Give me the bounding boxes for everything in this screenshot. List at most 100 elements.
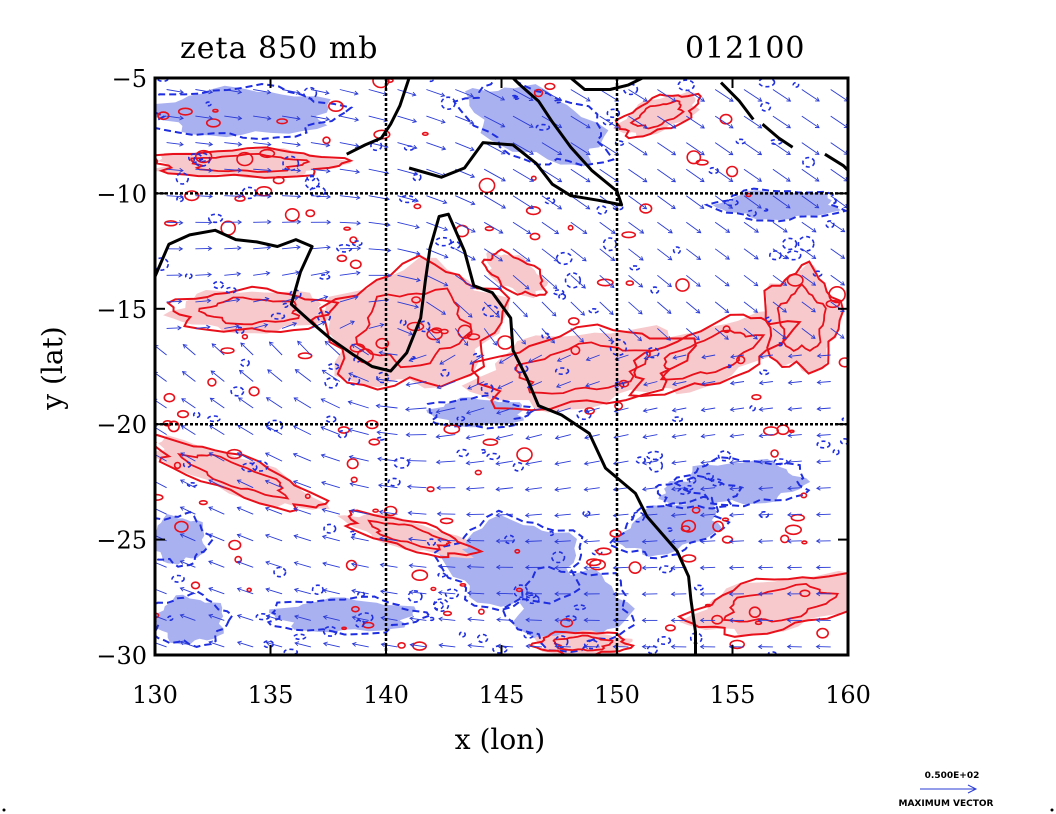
wind-vector-head bbox=[642, 204, 648, 210]
wind-vector bbox=[293, 453, 312, 462]
wind-vector-head bbox=[208, 452, 214, 457]
wind-vector bbox=[377, 458, 398, 462]
wind-vector-head bbox=[642, 460, 647, 466]
wind-vector-head bbox=[525, 643, 531, 649]
wind-vector-head bbox=[264, 452, 270, 457]
wind-vector-head bbox=[292, 425, 298, 430]
small-negative-contour bbox=[609, 338, 628, 357]
small-negative-contour bbox=[387, 477, 401, 487]
wind-vector-head bbox=[670, 591, 676, 597]
wind-vector-head bbox=[815, 591, 821, 597]
wind-vector-head bbox=[695, 309, 701, 314]
wind-vector bbox=[436, 460, 456, 463]
wind-vector bbox=[439, 644, 456, 648]
small-positive-contour bbox=[272, 176, 285, 185]
positive-contour bbox=[155, 146, 354, 179]
wind-vector bbox=[730, 407, 745, 411]
wind-vector bbox=[180, 479, 196, 489]
small-negative-contour bbox=[688, 476, 697, 484]
positive-contour-inner bbox=[355, 287, 473, 369]
negative-contour bbox=[426, 394, 537, 430]
wind-vector-head bbox=[557, 177, 563, 183]
small-negative-contour bbox=[769, 138, 783, 145]
small-negative-contour bbox=[306, 174, 316, 182]
wind-vector bbox=[700, 513, 716, 516]
wind-vector bbox=[281, 297, 299, 303]
wind-vector bbox=[323, 616, 340, 621]
wind-vector bbox=[714, 221, 730, 233]
wind-vector-head bbox=[238, 369, 244, 375]
small-negative-contour bbox=[444, 588, 460, 600]
small-positive-contour bbox=[544, 82, 556, 91]
positive-contour-inner bbox=[367, 519, 452, 551]
small-negative-contour bbox=[725, 364, 732, 369]
wind-vector bbox=[671, 513, 687, 516]
wind-vector-head bbox=[699, 204, 705, 209]
wind-vector bbox=[397, 115, 417, 123]
wind-vector bbox=[183, 344, 196, 356]
small-negative-contour bbox=[239, 358, 250, 368]
wind-vector bbox=[237, 507, 254, 515]
wind-vector bbox=[701, 407, 716, 411]
wind-vector-head bbox=[435, 338, 441, 344]
wind-vector-head bbox=[408, 589, 414, 595]
wind-vector-head bbox=[699, 591, 705, 597]
wind-vector-head bbox=[209, 397, 215, 403]
small-negative-contour bbox=[785, 250, 802, 261]
y-tick-label: −10 bbox=[96, 180, 147, 208]
wind-vector-head bbox=[236, 560, 242, 565]
wind-vector bbox=[397, 301, 419, 308]
plot-timestamp: 012100 bbox=[685, 31, 806, 66]
wind-vector bbox=[541, 328, 555, 344]
wind-vector-head bbox=[670, 644, 676, 650]
wind-vector bbox=[657, 221, 673, 234]
wind-vector bbox=[166, 89, 184, 93]
wind-vector bbox=[512, 328, 526, 345]
wind-vector bbox=[657, 168, 676, 183]
wind-vector bbox=[614, 434, 629, 439]
wind-vector bbox=[195, 273, 212, 276]
small-positive-contour bbox=[482, 438, 499, 447]
wind-vector bbox=[155, 588, 167, 595]
wind-vector bbox=[282, 168, 301, 172]
wind-vector bbox=[466, 434, 485, 439]
wind-vector bbox=[817, 407, 831, 410]
wind-vector-head bbox=[583, 460, 589, 466]
small-positive-contour bbox=[722, 325, 731, 334]
wind-vector-head bbox=[209, 425, 214, 430]
negative-vorticity-fills bbox=[155, 84, 841, 650]
positive-contour bbox=[627, 313, 802, 398]
wind-vector bbox=[628, 115, 648, 129]
small-positive-contour bbox=[735, 355, 746, 365]
wind-vector-head bbox=[237, 141, 243, 147]
wind-vector-head bbox=[641, 617, 647, 623]
wind-vector-head bbox=[700, 380, 706, 386]
wind-vector-head bbox=[268, 341, 274, 347]
wind-vector-head bbox=[816, 432, 821, 438]
wind-vector-head bbox=[550, 338, 555, 344]
wind-vector-head bbox=[377, 483, 383, 488]
wind-vector bbox=[772, 195, 791, 209]
wind-vector-head bbox=[700, 460, 705, 465]
wind-vector-head bbox=[294, 369, 300, 374]
wind-vector-head bbox=[495, 435, 501, 441]
wind-vector-head bbox=[557, 96, 563, 102]
wind-vector bbox=[349, 456, 369, 462]
small-negative-contour bbox=[176, 195, 184, 203]
y-tick-label: −25 bbox=[96, 527, 147, 555]
wind-vector bbox=[788, 434, 802, 437]
wind-vector bbox=[830, 89, 848, 102]
wind-vector-head bbox=[237, 115, 243, 121]
wind-vector-head bbox=[377, 456, 382, 462]
wind-vector-head bbox=[608, 337, 614, 342]
wind-vector-head bbox=[178, 246, 184, 252]
wind-vector bbox=[657, 301, 672, 314]
wind-vector-head bbox=[412, 144, 418, 150]
small-positive-contour bbox=[595, 547, 612, 556]
small-negative-contour bbox=[192, 411, 201, 419]
small-negative-contour bbox=[322, 625, 338, 637]
small-positive-contour bbox=[751, 394, 762, 401]
wind-vector bbox=[155, 508, 167, 515]
wind-vector-head bbox=[724, 282, 730, 287]
small-negative-contour bbox=[525, 594, 540, 605]
